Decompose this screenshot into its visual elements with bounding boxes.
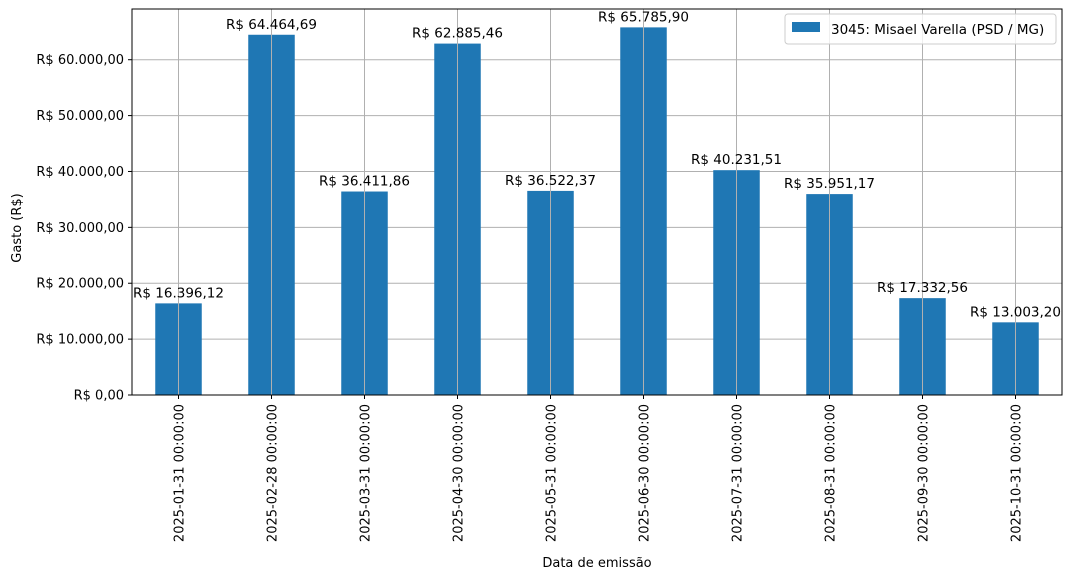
legend: 3045: Misael Varella (PSD / MG): [784, 13, 1057, 45]
y-tick-label: R$ 30.000,00: [36, 221, 124, 236]
bar-value-label: R$ 40.231,51: [691, 152, 782, 168]
x-tick-label: 2025-08-31 00:00:00: [824, 404, 839, 542]
x-tick-label: 2025-05-31 00:00:00: [545, 404, 560, 542]
x-tick-label: 2025-09-30 00:00:00: [917, 404, 932, 542]
labels-layer: R$ 0,00 R$ 10.000,00 R$ 20.000,00 R$ 30.000…: [36, 9, 1061, 542]
x-tick-label: 2025-07-31 00:00:00: [731, 404, 746, 542]
x-tick-label: 2025-04-30 00:00:00: [452, 404, 467, 542]
y-tick-label: R$ 40.000,00: [36, 165, 124, 180]
vertical-grid-layer: [178, 9, 1016, 395]
bar-value-label: R$ 16.396,12: [133, 285, 224, 301]
bar-value-label: R$ 62.885,46: [412, 26, 503, 42]
legend-frame: [784, 13, 1057, 45]
legend-entry-label: 3045: Misael Varella (PSD / MG): [831, 22, 1044, 38]
bars-layer: [155, 27, 1039, 396]
bar-value-label: R$ 17.332,56: [877, 280, 968, 296]
y-tick-label: R$ 0,00: [74, 389, 124, 404]
axes-layer: [128, 8, 1063, 399]
x-axis-label: Data de emissão: [542, 556, 651, 571]
x-tick-label: 2025-02-28 00:00:00: [266, 404, 281, 542]
plot-frame: [131, 8, 1063, 396]
bar-value-label: R$ 35.951,17: [784, 176, 875, 192]
x-tick-label: 2025-01-31 00:00:00: [173, 404, 188, 542]
bar-value-label: R$ 65.785,90: [598, 9, 689, 25]
x-tick-label: 2025-06-30 00:00:00: [638, 404, 653, 542]
y-tick-label: R$ 60.000,00: [36, 53, 124, 68]
y-tick-label: R$ 10.000,00: [36, 333, 124, 348]
y-tick-label: R$ 50.000,00: [36, 109, 124, 124]
bar-value-label: R$ 36.411,86: [319, 174, 410, 190]
bar-value-label: R$ 36.522,37: [505, 173, 596, 189]
bar-value-label: R$ 64.464,69: [226, 17, 317, 33]
x-tick-label: 2025-10-31 00:00:00: [1010, 404, 1025, 542]
y-axis-label: Gasto (R$): [10, 193, 25, 262]
bar-value-label: R$ 13.003,20: [970, 304, 1061, 320]
x-tick-label: 2025-03-31 00:00:00: [359, 404, 374, 542]
y-tick-label: R$ 20.000,00: [36, 277, 124, 292]
legend-swatch: [792, 22, 820, 32]
